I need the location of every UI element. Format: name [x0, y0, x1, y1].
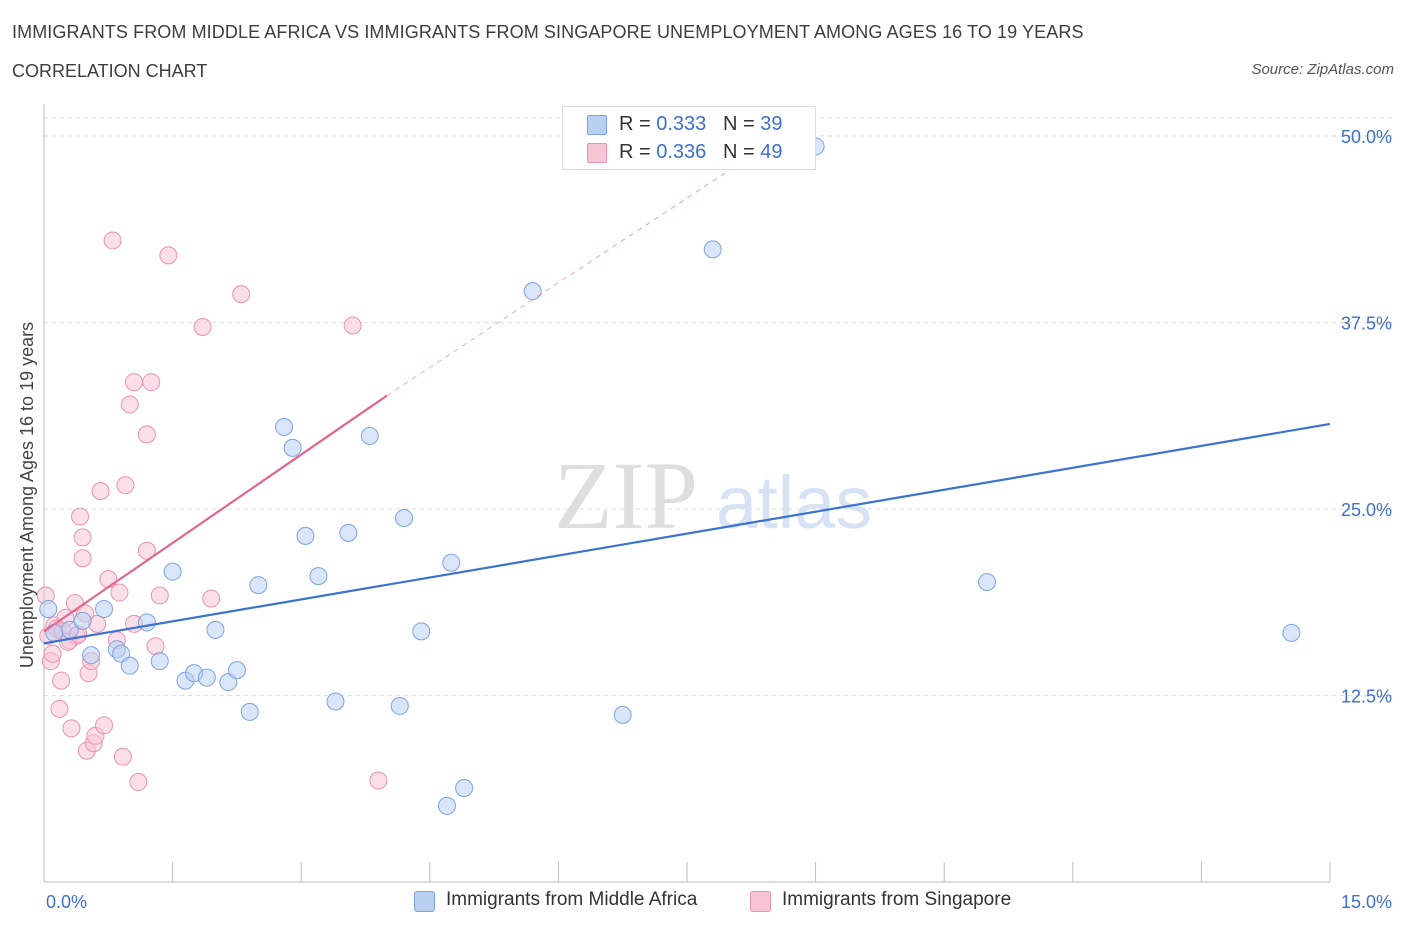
middle-africa-point [412, 622, 431, 641]
singapore-point [113, 747, 132, 766]
singapore-point [95, 716, 114, 735]
middle-africa-point [45, 623, 64, 642]
singapore-point [343, 316, 362, 335]
middle-africa-point [978, 573, 997, 592]
middle-africa-point [150, 652, 169, 671]
watermark-zip: ZIP [554, 442, 698, 549]
legend-r-label: R = [619, 141, 657, 163]
middle-africa-trendline [43, 422, 1331, 645]
series-legend: Immigrants from Middle Africa Immigrants… [0, 886, 1406, 916]
singapore-point [116, 476, 135, 495]
middle-africa-point [39, 599, 58, 618]
watermark: ZIP atlas [554, 442, 872, 549]
singapore-point [73, 549, 92, 568]
singapore-point [62, 719, 81, 738]
singapore-point [99, 570, 118, 589]
legend-swatch-singapore [750, 891, 771, 912]
singapore-point [52, 671, 71, 690]
trendlines [43, 135, 1331, 645]
y-tick-label: 25.0% [1341, 500, 1392, 520]
middle-africa-point [95, 599, 114, 618]
y-axis-label: Unemployment Among Ages 16 to 19 years [17, 322, 37, 668]
legend-n-value: 49 [760, 141, 783, 163]
singapore-points [36, 231, 388, 792]
chart-subtitle: CORRELATION CHART [12, 61, 208, 81]
y-tick-label: 50.0% [1341, 127, 1392, 147]
middle-africa-point [249, 576, 268, 595]
singapore-point [142, 373, 161, 392]
axes [43, 104, 1331, 883]
singapore-point [369, 771, 388, 790]
legend-swatch-middle-africa [414, 891, 435, 912]
legend-swatch-middle-africa [587, 115, 607, 135]
middle-africa-point [137, 613, 156, 632]
legend-swatch-singapore [587, 143, 607, 163]
legend-n-value: 39 [760, 113, 783, 135]
tick-labels: 12.5% 25.0% 37.5% 50.0% 0.0% 15.0% [46, 127, 1392, 912]
middle-africa-point [437, 796, 456, 815]
middle-africa-point [227, 661, 246, 680]
middle-africa-point [283, 438, 302, 457]
singapore-point [125, 373, 144, 392]
singapore-point [202, 589, 221, 608]
legend-label-middle-africa: Immigrants from Middle Africa [446, 889, 698, 910]
middle-africa-point [360, 426, 379, 445]
singapore-point [193, 317, 212, 336]
legend-n-label: N = [722, 113, 761, 135]
singapore-point [120, 395, 139, 414]
middle-africa-point [163, 562, 182, 581]
singapore-point [73, 528, 92, 547]
middle-africa-point [296, 526, 315, 545]
middle-africa-point [275, 417, 294, 436]
middle-africa-point [309, 567, 328, 586]
singapore-point [137, 541, 156, 560]
correlation-legend: R = 0.333 N = 39 R = 0.336 N = 49 [562, 106, 816, 170]
middle-africa-point [326, 692, 345, 711]
middle-africa-points [39, 137, 1301, 815]
middle-africa-point [613, 705, 632, 724]
y-tick-label: 37.5% [1341, 314, 1392, 334]
source-credit: Source: ZipAtlas.com [1251, 61, 1394, 78]
singapore-point [91, 482, 110, 501]
singapore-point [50, 699, 69, 718]
x-tick-label: 15.0% [1341, 892, 1392, 912]
y-tick-label: 12.5% [1341, 687, 1392, 707]
middle-africa-point [455, 779, 474, 798]
singapore-point [150, 586, 169, 605]
singapore-trendline-extension [386, 135, 782, 397]
watermark-atlas: atlas [716, 461, 872, 544]
middle-africa-point [120, 656, 139, 675]
middle-africa-point [240, 702, 259, 721]
singapore-point [137, 425, 156, 444]
legend-r-value: 0.336 [656, 141, 707, 163]
middle-africa-point [395, 508, 414, 527]
middle-africa-point [73, 611, 92, 630]
x-tick-label: 0.0% [46, 892, 87, 912]
middle-africa-point [82, 646, 101, 665]
chart-title: IMMIGRANTS FROM MIDDLE AFRICA VS IMMIGRA… [12, 22, 1084, 42]
singapore-point [129, 773, 148, 792]
singapore-point [103, 231, 122, 250]
singapore-point [71, 507, 90, 526]
middle-africa-point [197, 668, 216, 687]
middle-africa-point [339, 523, 358, 542]
middle-africa-point [442, 553, 461, 572]
singapore-point [110, 583, 129, 602]
singapore-point [146, 637, 165, 656]
middle-africa-point [1282, 623, 1301, 642]
legend-n-label: N = [722, 141, 761, 163]
legend-label-singapore: Immigrants from Singapore [782, 889, 1012, 910]
middle-africa-point [390, 696, 409, 715]
singapore-trendline [43, 394, 388, 633]
singapore-point [232, 285, 251, 304]
middle-africa-point [523, 282, 542, 301]
middle-africa-point [703, 240, 722, 259]
legend-r-value: 0.333 [656, 113, 707, 135]
middle-africa-point [206, 620, 225, 639]
singapore-point [159, 246, 178, 265]
legend-r-label: R = [619, 113, 657, 135]
singapore-point [43, 644, 62, 663]
